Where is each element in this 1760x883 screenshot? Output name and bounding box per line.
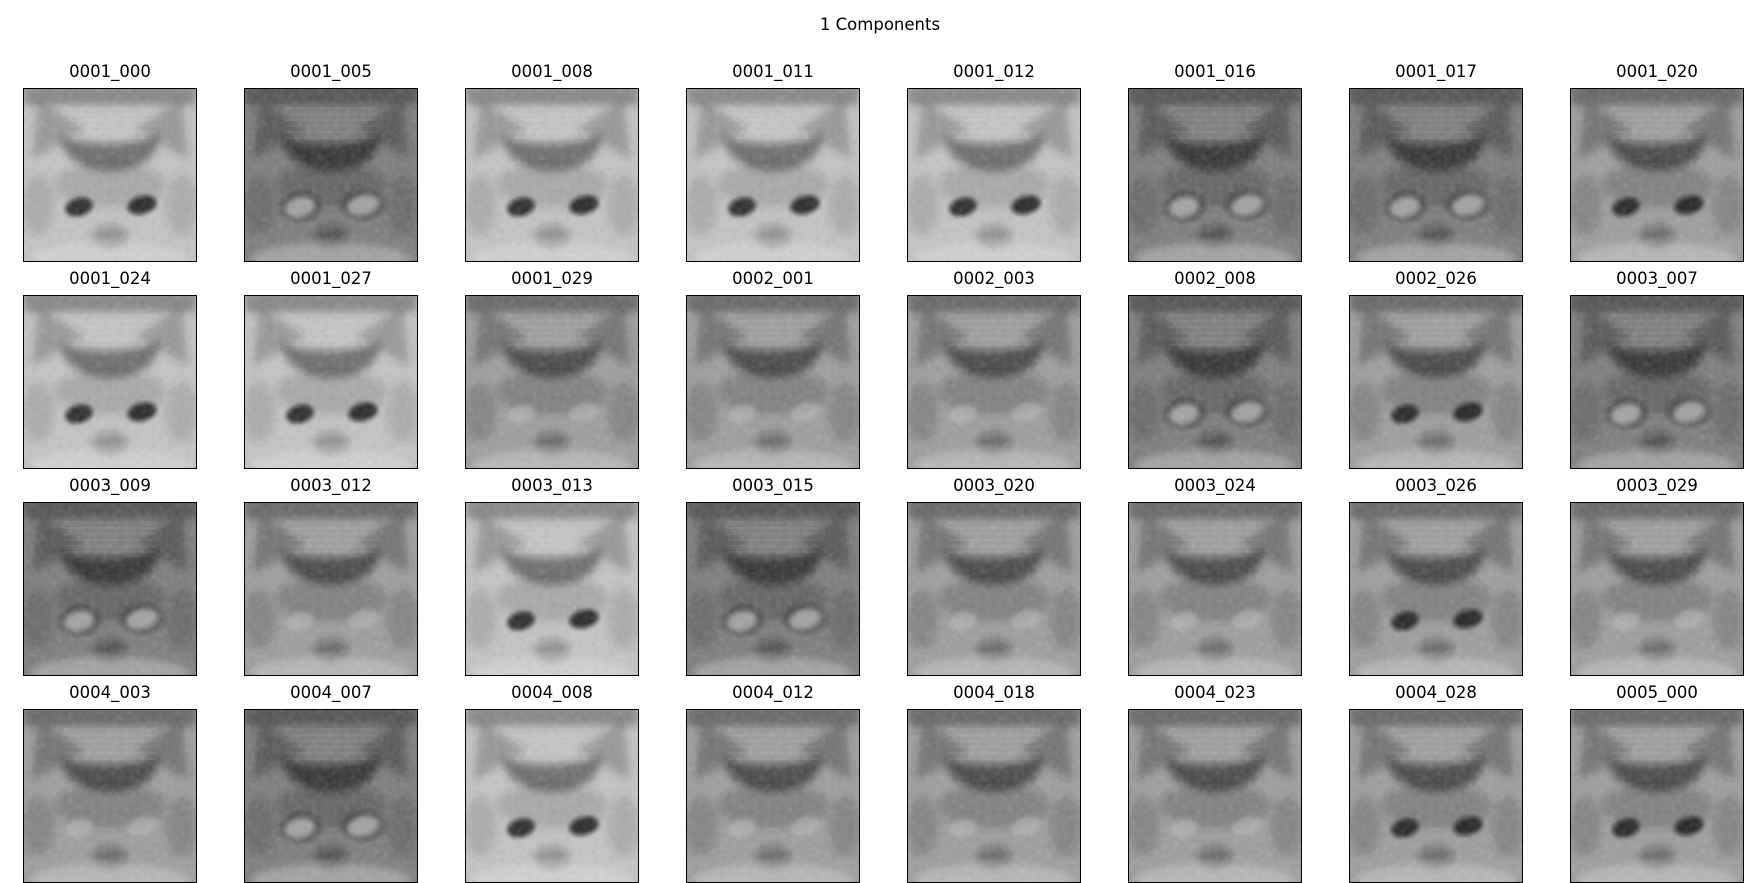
image-label: 0003_015 [732,476,814,495]
image-label: 0001_008 [511,62,593,81]
eigenface-image [1349,88,1523,262]
eigenface-image [244,709,418,883]
eigenface-image [1349,709,1523,883]
eigenface-image [1570,709,1744,883]
eigenface-image [1570,295,1744,469]
eigenface-image [465,709,639,883]
eigenface-image [244,502,418,676]
eigenface-image [907,709,1081,883]
image-label: 0003_020 [953,476,1035,495]
image-label: 0005_000 [1616,683,1698,702]
image-label: 0003_013 [511,476,593,495]
image-label: 0002_008 [1174,269,1256,288]
image-label: 0002_001 [732,269,814,288]
eigenface-image [686,709,860,883]
eigenface-image [1570,502,1744,676]
eigenface-image [465,502,639,676]
image-label: 0004_028 [1395,683,1477,702]
image-label: 0001_011 [732,62,814,81]
image-label: 0002_003 [953,269,1035,288]
image-label: 0001_012 [953,62,1035,81]
image-label: 0004_018 [953,683,1035,702]
image-label: 0003_012 [290,476,372,495]
eigenface-image [907,502,1081,676]
image-label: 0001_000 [69,62,151,81]
image-label: 0004_003 [69,683,151,702]
eigenface-image [23,709,197,883]
image-label: 0004_008 [511,683,593,702]
image-label: 0001_017 [1395,62,1477,81]
image-label: 0002_026 [1395,269,1477,288]
eigenface-image [465,88,639,262]
eigenface-image [1128,709,1302,883]
eigenface-image [244,295,418,469]
eigenface-image [686,88,860,262]
eigenface-image [1349,502,1523,676]
eigenface-image [23,295,197,469]
eigenface-image [244,88,418,262]
eigenface-image [686,295,860,469]
image-label: 0004_007 [290,683,372,702]
image-label: 0004_012 [732,683,814,702]
image-label: 0001_027 [290,269,372,288]
image-label: 0001_024 [69,269,151,288]
image-label: 0003_024 [1174,476,1256,495]
image-label: 0003_026 [1395,476,1477,495]
eigenface-image [686,502,860,676]
image-label: 0001_020 [1616,62,1698,81]
eigenface-image [23,502,197,676]
eigenface-image [1128,295,1302,469]
eigenface-image [907,88,1081,262]
image-label: 0001_005 [290,62,372,81]
eigenface-image [907,295,1081,469]
figure-title: 1 Components [819,15,941,34]
image-label: 0004_023 [1174,683,1256,702]
eigenface-image [23,88,197,262]
image-label: 0001_029 [511,269,593,288]
eigenface-image [1570,88,1744,262]
eigenface-image [1349,295,1523,469]
image-label: 0003_029 [1616,476,1698,495]
image-label: 0003_007 [1616,269,1698,288]
image-label: 0001_016 [1174,62,1256,81]
eigenface-image [1128,88,1302,262]
eigenface-image [465,295,639,469]
image-label: 0003_009 [69,476,151,495]
eigenface-image [1128,502,1302,676]
